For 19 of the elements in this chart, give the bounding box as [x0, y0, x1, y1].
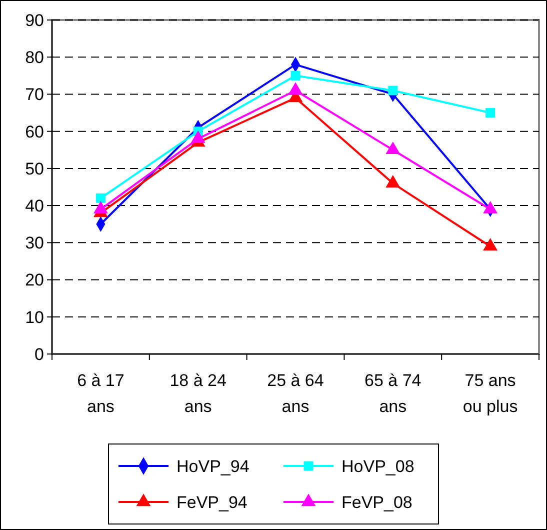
x-tick-label: 25 à 64 ans: [267, 371, 324, 416]
y-tick-label: 10: [25, 308, 44, 327]
y-tick-label: 50: [25, 159, 44, 178]
x-tick-label: 6 à 17 ans: [77, 371, 124, 416]
y-tick-label: 80: [25, 48, 44, 68]
x-tick-label: 75 ans ou plus: [462, 371, 518, 416]
y-tick-label: 40: [25, 196, 44, 216]
y-tick-label: 30: [25, 234, 44, 253]
y-tick-label: 60: [25, 122, 44, 142]
legend-label: HoVP_94: [176, 456, 250, 476]
legend-label: FeVP_08: [342, 492, 412, 512]
y-tick-label: 70: [25, 85, 44, 104]
legend-label: HoVP_08: [342, 456, 414, 476]
legend-label: FeVP_94: [176, 492, 248, 512]
y-tick-label: 90: [25, 10, 44, 30]
x-tick-label: 18 à 24 ans: [170, 371, 226, 416]
x-tick-label: 65 à 74 ans: [364, 371, 422, 416]
y-tick-label: 20: [25, 270, 44, 290]
y-tick-label: 0: [34, 344, 44, 364]
